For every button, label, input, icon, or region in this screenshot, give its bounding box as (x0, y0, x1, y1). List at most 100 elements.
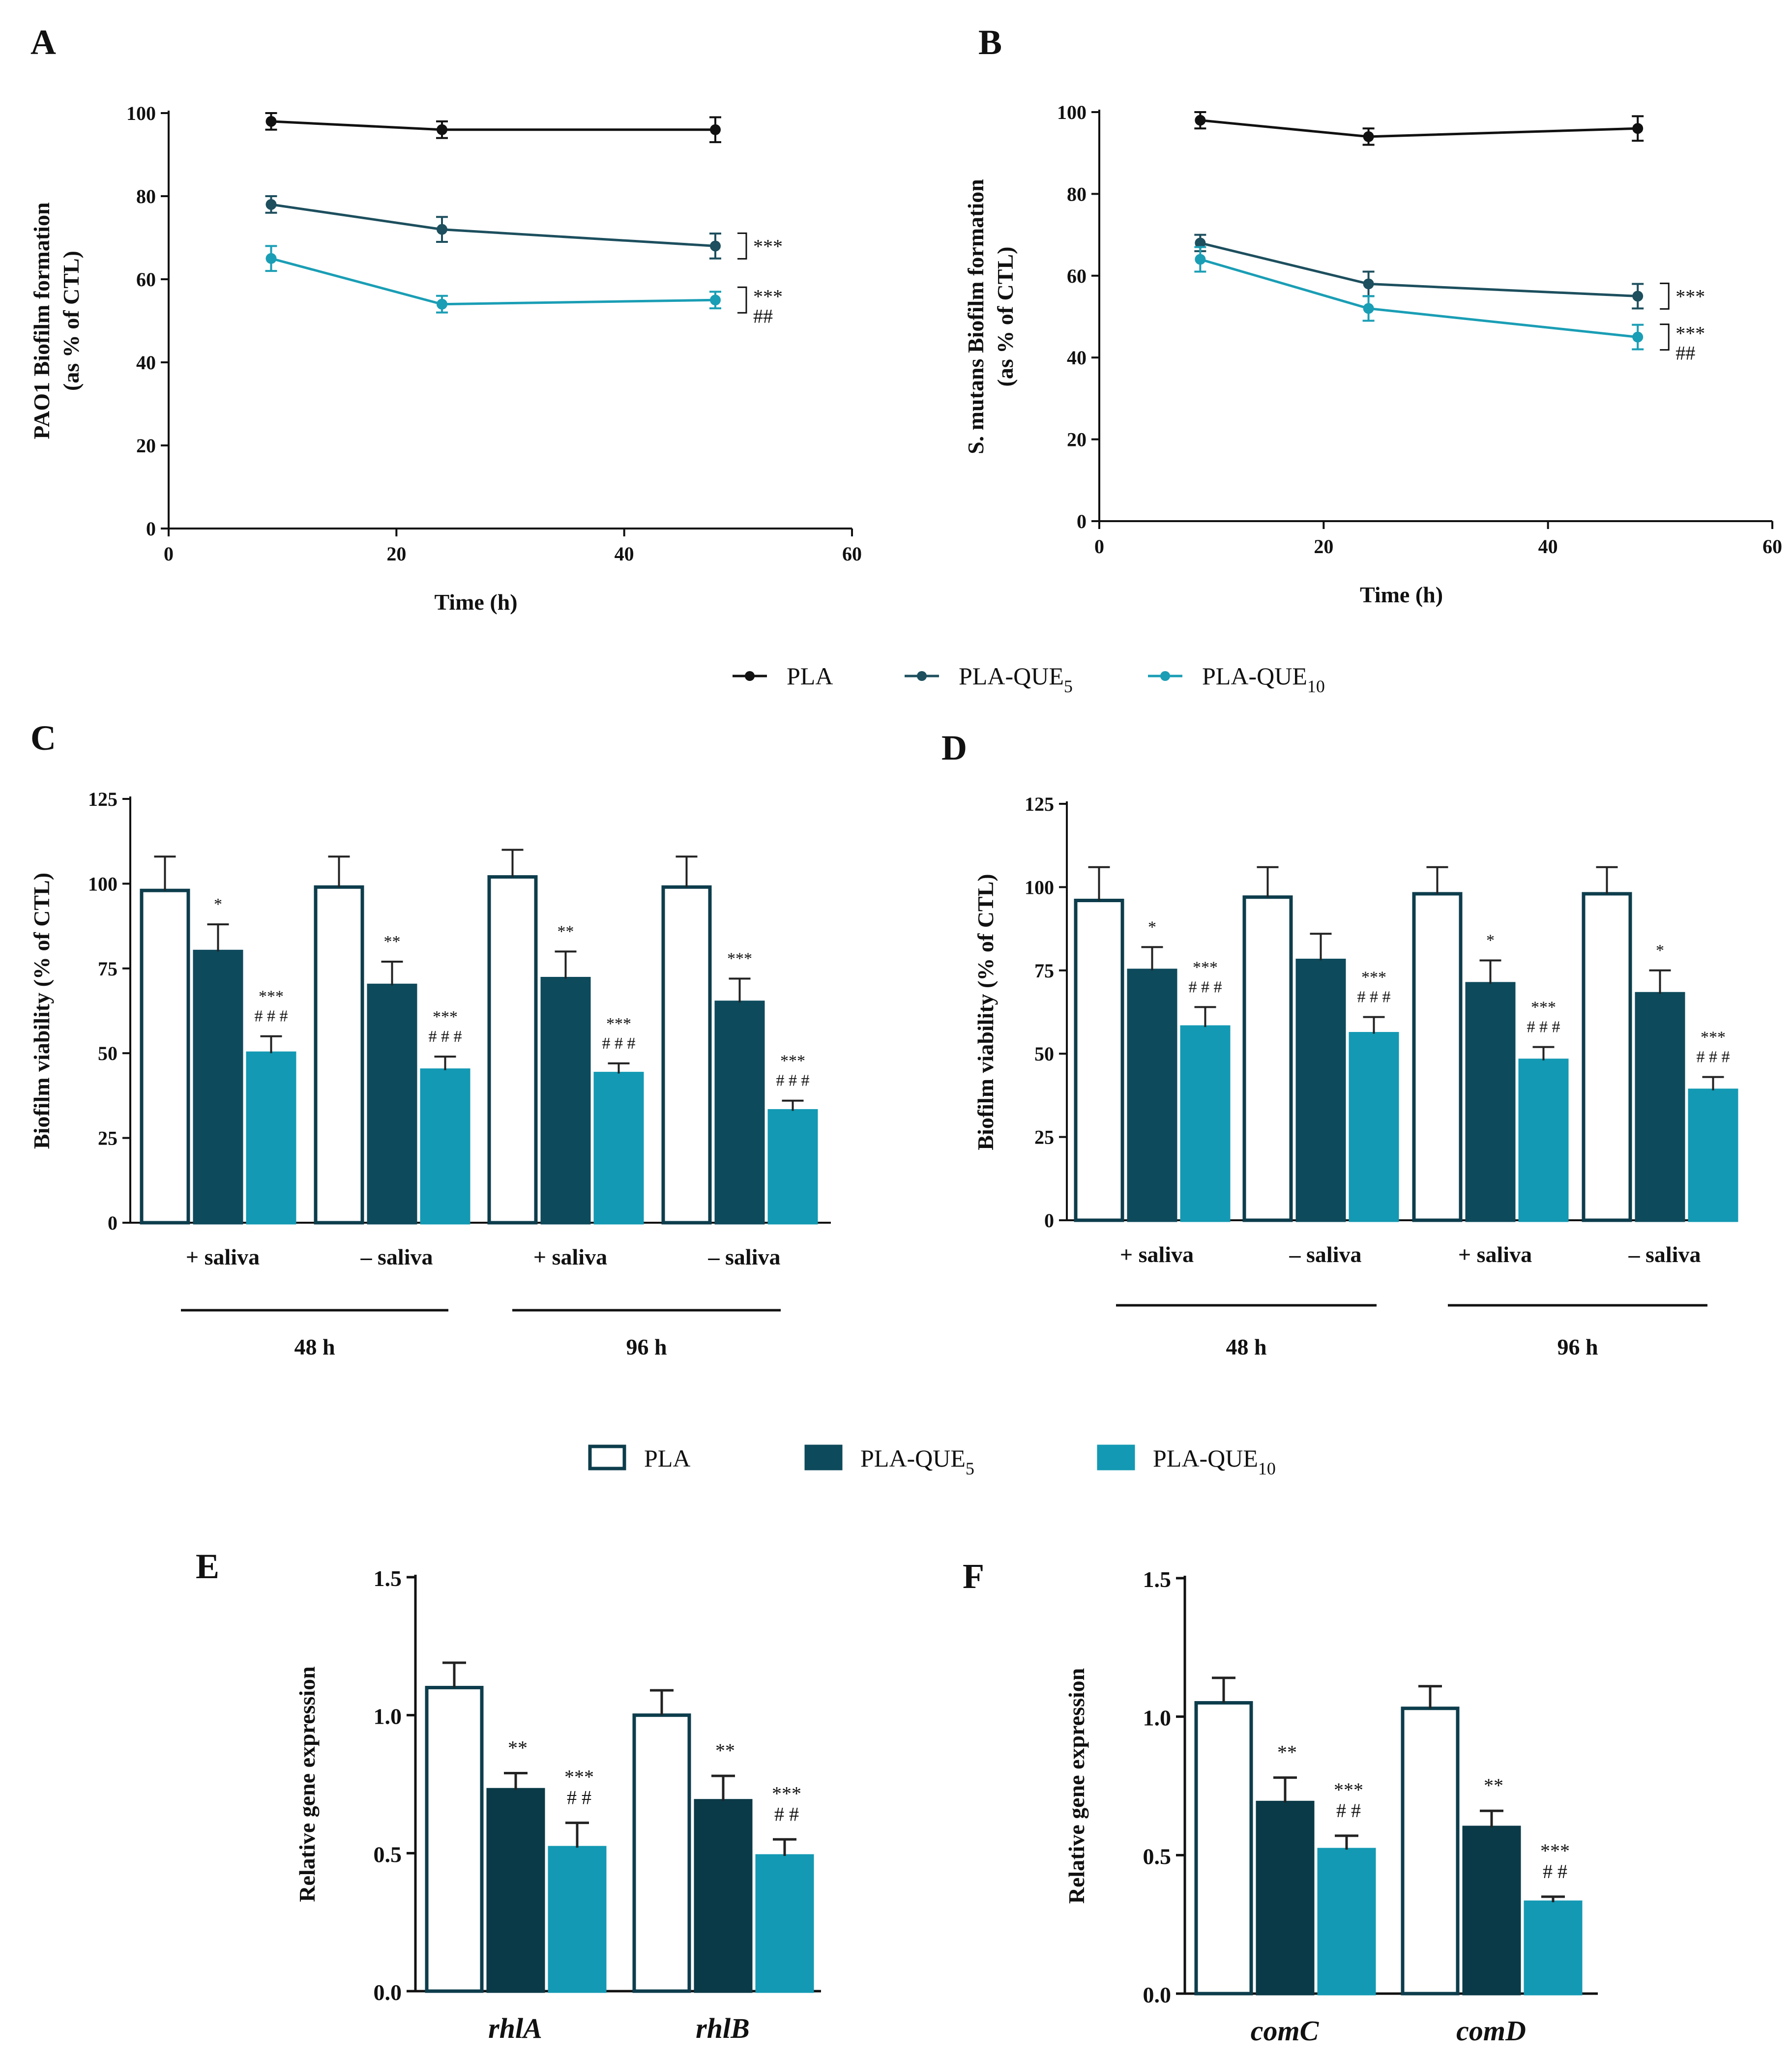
data-point (265, 199, 277, 210)
y-axis-title-line: (as % of CTL) (993, 247, 1018, 387)
significance-mark: ** (508, 1737, 528, 1759)
category-label: – saliva (1628, 1242, 1701, 1267)
chart-a: A 0 20 40 60 80 100 0 20 40 60 Time (h) PAO1 Biofilm… (29, 23, 862, 615)
bar-pla-que5 (193, 949, 243, 1225)
data-point (437, 224, 447, 235)
bar-pla (661, 885, 712, 1225)
category-label: + saliva (533, 1244, 607, 1269)
significance-mark: # # (1336, 1799, 1361, 1822)
category-label: – saliva (1289, 1242, 1362, 1267)
bar-pla-que10 (767, 1109, 818, 1225)
bar-pla (1582, 892, 1632, 1222)
significance-mark: *** (753, 285, 783, 307)
significance-mark: *** (259, 988, 284, 1006)
y-axis-title: Biofilm viability (% of CTL) (29, 873, 54, 1149)
data-point (1195, 237, 1206, 249)
group-label: 48 h (1226, 1334, 1266, 1359)
significance-bracket (1660, 324, 1670, 351)
legend-marker (1160, 671, 1170, 681)
data-point (710, 124, 721, 135)
bar-pla-que10 (1317, 1848, 1376, 1996)
y-tick-label: 0 (1077, 510, 1087, 532)
significance-mark: *** (564, 1766, 594, 1788)
bar-pla (1412, 892, 1463, 1222)
x-tick-label: 20 (386, 543, 406, 565)
bar-pla-que5 (714, 1000, 765, 1225)
bar-pla (425, 1686, 484, 1993)
y-tick-label: 25 (98, 1127, 118, 1149)
y-tick-label: 80 (1067, 183, 1087, 205)
category-label: comD (1456, 2015, 1526, 2047)
legend-label-main: PLA (787, 662, 833, 690)
bar-pla-que5 (1465, 982, 1516, 1222)
panel-label: C (30, 718, 56, 758)
category-label: rhlB (696, 2012, 750, 2044)
bar-pla-que10 (593, 1072, 644, 1225)
chart-d: D 0 25 50 75 100 125 Biofilm viability (% of CT… (941, 728, 1738, 1359)
significance-mark: * (1148, 918, 1156, 936)
y-axis-title: Relative gene expression (294, 1666, 320, 1902)
significance-mark: # # # (1189, 978, 1222, 996)
data-point (1632, 331, 1644, 343)
bar-pla-que5 (486, 1788, 545, 1993)
data-point (1195, 115, 1206, 126)
y-tick-label: 1.0 (374, 1704, 402, 1729)
bar-pla-que10 (1524, 1900, 1583, 1996)
significance-mark: *** (606, 1015, 631, 1033)
significance-mark: # # # (602, 1034, 636, 1053)
bar-pla (140, 888, 190, 1225)
chart-b: B 0 20 40 60 80 100 0 20 40 60 Time (h) S. mutans Bi… (963, 23, 1782, 607)
significance-mark: * (214, 895, 222, 913)
chart-f: F 0.0 0.5 1.0 1.5 Relative gene expression ** #… (963, 1557, 1598, 2047)
significance-mark: # # # (255, 1007, 288, 1026)
significance-mark: ## (1675, 342, 1695, 364)
bar-pla (1074, 899, 1124, 1222)
significance-mark: # # (567, 1787, 591, 1809)
y-axis-title: Biofilm viability (% of CTL) (973, 874, 998, 1150)
data-point (437, 124, 447, 135)
significance-mark: *** (1675, 323, 1705, 345)
y-tick-label: 20 (1067, 429, 1087, 451)
data-point (1363, 278, 1374, 290)
significance-mark: ** (384, 933, 401, 951)
bar-pla-que10 (420, 1068, 470, 1225)
legend-bar-swatch (588, 1444, 626, 1471)
x-tick-label: 60 (842, 543, 862, 565)
y-tick-label: 1.0 (1143, 1706, 1172, 1731)
significance-bracket (1660, 282, 1670, 310)
y-tick-label: 40 (136, 352, 156, 374)
bar-pla-que5 (1256, 1800, 1315, 1996)
significance-mark: *** (780, 1052, 805, 1070)
significance-mark: ** (558, 922, 574, 941)
significance-mark: *** (1334, 1779, 1363, 1801)
legend-label-main: PLA (644, 1444, 690, 1472)
y-tick-label: 1.5 (374, 1566, 402, 1591)
significance-bracket (737, 232, 747, 260)
significance-mark: # # (774, 1803, 799, 1825)
legend-label-main: PLA-QUE (860, 1444, 966, 1472)
data-point (1632, 291, 1644, 302)
significance-mark: # # # (1357, 988, 1391, 1006)
bar-pla-que5 (694, 1799, 753, 1993)
x-tick-label: 40 (615, 543, 634, 565)
legend-label-main: PLA-QUE (1202, 662, 1307, 690)
y-tick-label: 50 (98, 1042, 118, 1064)
legend-label-subscript: 10 (1307, 677, 1325, 696)
chart-e: E 0.0 0.5 1.0 1.5 Relative gene expression ** #… (196, 1547, 821, 2044)
legend-label-main: PLA-QUE (959, 662, 1064, 690)
legend-marker (917, 671, 927, 681)
bar-pla-que10 (1688, 1088, 1738, 1222)
series-line-0 (1200, 119, 1638, 138)
category-label: + saliva (1120, 1242, 1194, 1267)
y-tick-label: 75 (98, 958, 118, 980)
significance-mark: *** (753, 235, 783, 257)
bar-pla-que10 (755, 1854, 814, 1993)
legend-label: PLA-QUE10 (1202, 662, 1325, 696)
bar-pla-que10 (1180, 1025, 1231, 1222)
series-line-1 (271, 203, 716, 247)
significance-mark: *** (1531, 999, 1556, 1017)
significance-mark: ** (1277, 1741, 1297, 1764)
y-tick-label: 40 (1067, 347, 1087, 369)
bar-pla-que5 (1635, 992, 1685, 1222)
legend-bar-swatch (1097, 1444, 1135, 1471)
